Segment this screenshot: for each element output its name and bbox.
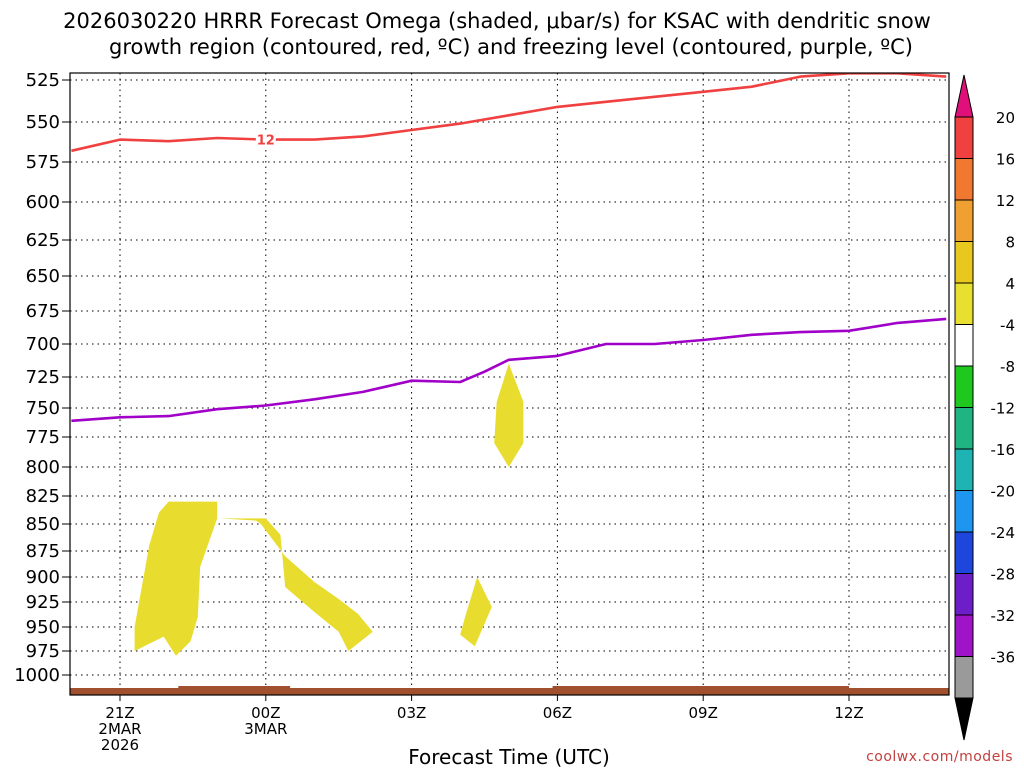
colorbar-label: -8 bbox=[1000, 358, 1015, 376]
contour-label-bg bbox=[255, 130, 276, 147]
terrain-base bbox=[70, 688, 949, 695]
colorbar-label: 4 bbox=[1005, 275, 1015, 293]
colorbar-box bbox=[954, 656, 974, 699]
x-tick-label: 21Z bbox=[105, 704, 134, 722]
colorbar-box bbox=[954, 199, 974, 242]
y-tick-label: 900 bbox=[26, 567, 60, 588]
colorbar-box bbox=[954, 365, 974, 408]
colorbar-box bbox=[954, 614, 974, 657]
colorbar-box bbox=[954, 531, 974, 574]
colorbar-box bbox=[954, 158, 974, 201]
y-tick-label: 550 bbox=[26, 112, 60, 133]
colorbar-box bbox=[954, 116, 974, 159]
y-axis-ticks: 525 550 575 600 625 650 675 700 725 750 775 800 825 8… bbox=[14, 70, 70, 686]
credit-text: coolwx.com/models bbox=[866, 749, 1013, 765]
x-tick-label: 09Z bbox=[689, 704, 718, 722]
omega-shaded-area bbox=[219, 518, 373, 651]
y-tick-label: 525 bbox=[26, 70, 60, 91]
terrain-strip bbox=[70, 686, 949, 695]
y-tick-label: 875 bbox=[26, 541, 60, 562]
colorbar: 20 16 12 8 4 -4 -8 -12 -16 -20 -24 -28 -32 -36 bbox=[954, 74, 1016, 741]
colorbar-label: 16 bbox=[996, 151, 1015, 169]
gridlines bbox=[70, 73, 949, 695]
y-tick-label: 625 bbox=[26, 230, 60, 251]
chart-title-line1: 2026030220 HRRR Forecast Omega (shaded, … bbox=[63, 9, 931, 33]
y-tick-label: 725 bbox=[26, 367, 60, 388]
colorbar-label: -24 bbox=[991, 524, 1016, 542]
colorbar-box bbox=[954, 490, 974, 533]
colorbar-box bbox=[954, 573, 974, 616]
dgz-contour-label: 12 bbox=[257, 134, 275, 149]
y-tick-label: 925 bbox=[26, 592, 60, 613]
colorbar-label: 8 bbox=[1005, 234, 1015, 252]
y-tick-label: 775 bbox=[26, 427, 60, 448]
colorbar-label: -28 bbox=[991, 566, 1016, 584]
y-tick-label: 800 bbox=[26, 457, 60, 478]
y-tick-label: 825 bbox=[26, 486, 60, 507]
colorbar-box bbox=[954, 282, 974, 325]
x-tick-label: 00Z bbox=[251, 704, 280, 722]
y-tick-label: 975 bbox=[26, 641, 60, 662]
dgz-contour-line bbox=[71, 73, 947, 153]
colorbar-label: -36 bbox=[991, 649, 1016, 667]
y-tick-label: 575 bbox=[26, 152, 60, 173]
x-tick-label: 2MAR bbox=[98, 720, 141, 738]
colorbar-label: -16 bbox=[991, 441, 1016, 459]
omega-shaded-area bbox=[134, 501, 218, 656]
colorbar-label: -4 bbox=[1000, 317, 1015, 335]
colorbar-bottom-arrow bbox=[954, 697, 974, 741]
omega-shaded-area bbox=[460, 577, 492, 647]
colorbar-top-arrow bbox=[954, 74, 974, 118]
y-tick-label: 750 bbox=[26, 398, 60, 419]
omega-shading bbox=[134, 363, 524, 656]
colorbar-box bbox=[954, 407, 974, 450]
colorbar-label: -32 bbox=[991, 607, 1016, 625]
colorbar-box bbox=[954, 324, 974, 367]
y-tick-label: 675 bbox=[26, 301, 60, 322]
x-tick-label: 06Z bbox=[543, 704, 572, 722]
y-tick-label: 850 bbox=[26, 514, 60, 535]
terrain-bump bbox=[178, 686, 291, 689]
colorbar-box bbox=[954, 241, 974, 284]
colorbar-label: -20 bbox=[991, 483, 1016, 501]
x-axis-label: Forecast Time (UTC) bbox=[408, 745, 610, 768]
chart-title-line2: growth region (contoured, red, ºC) and f… bbox=[109, 35, 913, 59]
terrain-bump bbox=[552, 686, 849, 689]
y-tick-label: 950 bbox=[26, 617, 60, 638]
omega-shaded-area bbox=[494, 363, 524, 467]
plot-frame bbox=[69, 72, 950, 696]
x-tick-label: 3MAR bbox=[244, 720, 287, 738]
y-tick-label: 650 bbox=[26, 266, 60, 287]
freezing-level-line bbox=[71, 317, 947, 423]
colorbar-label: 20 bbox=[996, 109, 1015, 127]
x-tick-label: 03Z bbox=[397, 704, 426, 722]
colorbar-label: 12 bbox=[996, 192, 1015, 210]
y-tick-label: 1000 bbox=[14, 665, 60, 686]
y-tick-label: 600 bbox=[26, 192, 60, 213]
x-tick-label: 12Z bbox=[834, 704, 863, 722]
colorbar-label: -12 bbox=[991, 400, 1016, 418]
colorbar-box bbox=[954, 448, 974, 491]
x-tick-label: 2026 bbox=[101, 736, 139, 754]
contours: 12 bbox=[71, 73, 947, 423]
y-tick-label: 700 bbox=[26, 334, 60, 355]
